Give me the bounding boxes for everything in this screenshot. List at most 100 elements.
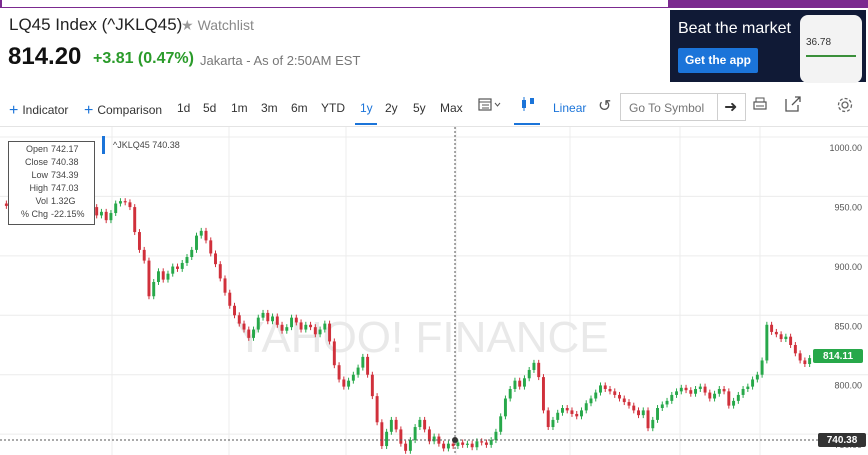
range-5d[interactable]: 5d (203, 101, 217, 115)
candle-down (404, 443, 408, 451)
candle-up (736, 394, 740, 401)
candle-down (708, 392, 712, 399)
current-price-marker (813, 349, 863, 363)
candle-down (627, 402, 631, 406)
candle-down (280, 324, 284, 331)
candle-up (304, 324, 308, 330)
candle-down (470, 443, 474, 448)
candle-down (637, 410, 640, 416)
indicator-button[interactable]: + Indicator (9, 101, 68, 119)
scale-linear[interactable]: Linear (553, 101, 587, 115)
range-2y[interactable]: 2y (385, 101, 398, 115)
candle-up (746, 386, 750, 389)
candle-down (618, 394, 621, 399)
get-app-button[interactable]: Get the app (678, 48, 758, 73)
phone-chart-line (806, 55, 856, 57)
as-of-time: Jakarta - As of 2:50AM EST (200, 53, 361, 68)
y-tick-label: 900.00 (834, 262, 862, 272)
undo-icon[interactable]: ↺ (598, 98, 612, 115)
candle-up (109, 213, 113, 221)
watchlist-button[interactable]: ★ Watchlist (181, 17, 254, 34)
candle-down (142, 249, 146, 261)
candle-down (337, 365, 341, 380)
open-value: 742.17 (51, 144, 79, 154)
phone-value: 36.78 (806, 37, 832, 48)
go-arrow-icon[interactable]: ➜ (724, 99, 738, 116)
calendar-icon (478, 98, 501, 111)
candle-up (261, 312, 265, 318)
candle-up (808, 358, 812, 365)
y-tick-label: 800.00 (834, 381, 862, 391)
candle-up (152, 281, 156, 297)
candle-up (465, 443, 469, 445)
indicator-label: Indicator (22, 103, 69, 117)
range-1y[interactable]: 1y (360, 101, 373, 115)
candle-down (793, 345, 797, 354)
range-6m[interactable]: 6m (291, 101, 308, 115)
candle-down (137, 232, 141, 250)
candle-down (209, 240, 213, 254)
candle-down (703, 386, 707, 393)
candle-down (332, 341, 336, 366)
comparison-button[interactable]: + Comparison (84, 101, 162, 119)
candle-up (594, 392, 598, 399)
candle-down (128, 202, 132, 208)
range-1d[interactable]: 1d (177, 101, 191, 115)
candle-up (560, 408, 564, 413)
candle-up (408, 440, 412, 451)
candle-up (660, 404, 664, 409)
candle-down (427, 429, 431, 442)
candle-down (147, 260, 151, 297)
candle-down (104, 211, 108, 221)
candle-up (195, 235, 198, 250)
candle-down (779, 334, 783, 340)
chart-toolbar: + Indicator + Comparison 1d 5d 1m 3m 6m YT… (0, 90, 868, 127)
range-ytd[interactable]: YTD (321, 101, 345, 115)
candle-down (242, 323, 246, 330)
range-1m[interactable]: 1m (231, 101, 248, 115)
candle-up (532, 362, 536, 370)
expand-button[interactable] (784, 95, 802, 116)
settings-button[interactable] (836, 96, 854, 117)
chart-type-button[interactable] (520, 96, 536, 117)
candle-up (446, 443, 450, 449)
range-3m[interactable]: 3m (261, 101, 278, 115)
candle-up (351, 374, 355, 381)
candle-up (508, 388, 512, 399)
candle-up (166, 273, 170, 280)
candle-up (180, 262, 184, 269)
candle-up (489, 440, 493, 445)
candle-down (518, 380, 522, 387)
candle-up (760, 360, 764, 375)
price-chart[interactable]: YAHOO! FINANCE 1000.00950.00900.00850.00… (0, 127, 868, 455)
range-5y[interactable]: 5y (413, 101, 426, 115)
candle-up (494, 431, 498, 441)
symbol-search-input[interactable] (627, 99, 717, 117)
calendar-button[interactable] (478, 97, 502, 116)
candle-down (375, 396, 379, 423)
candle-up (356, 367, 360, 375)
candle-down (565, 408, 569, 411)
candle-up (114, 203, 118, 214)
symbol-search[interactable]: ➜ (620, 93, 746, 121)
candle-up (256, 317, 260, 330)
candle-down (95, 207, 99, 216)
candle-up (751, 379, 755, 387)
print-button[interactable] (752, 97, 768, 116)
candle-down (299, 322, 303, 330)
range-max[interactable]: Max (440, 101, 463, 115)
app-promo-banner[interactable]: Beat the market Get the app 36.78 (670, 10, 866, 83)
low-label: Low (31, 170, 48, 180)
candle-up (389, 419, 393, 432)
candle-up (580, 410, 583, 417)
y-tick-label: 1000.00 (829, 143, 862, 153)
candle-down (380, 422, 384, 447)
candle-up (755, 374, 759, 380)
candle-down (689, 390, 693, 394)
candle-down (632, 405, 636, 411)
candle-down (789, 336, 793, 345)
candle-down (537, 362, 541, 378)
phone-image: 36.78 (800, 15, 862, 83)
candle-up (599, 385, 602, 393)
